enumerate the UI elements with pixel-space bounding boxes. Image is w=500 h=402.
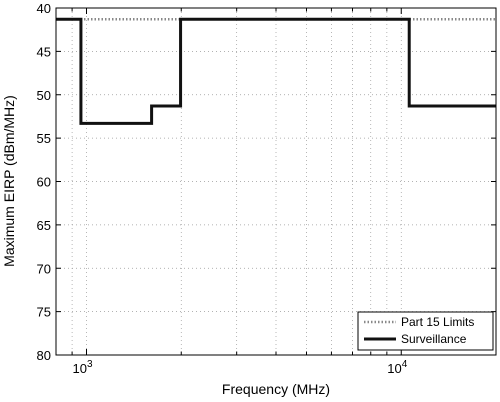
legend-label-part15: Part 15 Limits [401, 315, 474, 329]
y-tick-label: 70 [37, 261, 51, 276]
x-tick-label: 103 [72, 359, 92, 376]
y-tick-label: 40 [37, 1, 51, 16]
x-tick-exponent: 4 [402, 359, 408, 370]
x-tick-exponent: 3 [87, 359, 93, 370]
x-tick-mantissa: 10 [387, 361, 401, 376]
legend-box [357, 311, 494, 351]
y-tick-label: 60 [37, 175, 51, 190]
y-tick-label: 50 [37, 88, 51, 103]
x-tick-mantissa: 10 [72, 361, 86, 376]
legend: Part 15 Limits Surveillance [357, 311, 494, 351]
x-axis-label: Frequency (MHz) [222, 381, 330, 397]
grid-lines [56, 8, 496, 355]
legend-label-surveillance: Surveillance [401, 332, 467, 346]
series-line-surveillance [56, 17, 496, 125]
y-axis-label: Maximum EIRP (dBm/MHz) [1, 95, 17, 267]
y-tick-label: 65 [37, 218, 51, 233]
series-layer [56, 17, 496, 125]
y-tick-label: 80 [37, 348, 51, 363]
y-tick-label: 55 [37, 131, 51, 146]
y-tick-label: 45 [37, 44, 51, 59]
y-tick-label: 75 [37, 305, 51, 320]
x-tick-label: 104 [387, 359, 407, 376]
